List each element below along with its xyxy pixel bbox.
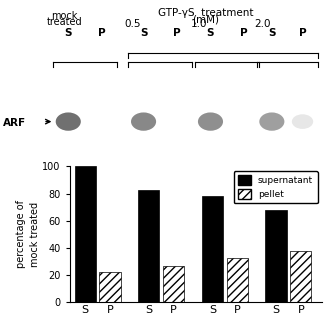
Text: 1.0: 1.0 bbox=[191, 19, 208, 29]
Text: P: P bbox=[299, 28, 306, 38]
Text: GTP-γS  treatment: GTP-γS treatment bbox=[158, 8, 254, 18]
Text: P: P bbox=[173, 28, 181, 38]
Bar bbox=[227, 258, 248, 302]
Text: P: P bbox=[98, 28, 106, 38]
Bar bbox=[290, 251, 311, 302]
Text: ARF: ARF bbox=[3, 118, 27, 128]
Bar bbox=[266, 210, 287, 302]
Text: 0.5: 0.5 bbox=[124, 19, 141, 29]
Bar bbox=[202, 196, 223, 302]
Y-axis label: percentage of
mock treated: percentage of mock treated bbox=[16, 200, 40, 268]
Text: treated: treated bbox=[47, 17, 83, 27]
Ellipse shape bbox=[131, 112, 156, 131]
Text: S: S bbox=[268, 28, 276, 38]
Text: S: S bbox=[140, 28, 147, 38]
Bar bbox=[163, 266, 184, 302]
Text: 2.0: 2.0 bbox=[254, 19, 271, 29]
Text: S: S bbox=[207, 28, 214, 38]
Bar bbox=[99, 272, 121, 302]
Text: (mM): (mM) bbox=[192, 14, 219, 24]
Bar bbox=[138, 189, 159, 302]
Legend: supernatant, pellet: supernatant, pellet bbox=[233, 171, 317, 204]
Text: P: P bbox=[240, 28, 248, 38]
Ellipse shape bbox=[292, 114, 313, 129]
Bar bbox=[75, 166, 96, 302]
Ellipse shape bbox=[198, 112, 223, 131]
Ellipse shape bbox=[259, 112, 285, 131]
Text: S: S bbox=[64, 28, 72, 38]
Text: mock: mock bbox=[51, 11, 78, 21]
Ellipse shape bbox=[56, 112, 81, 131]
